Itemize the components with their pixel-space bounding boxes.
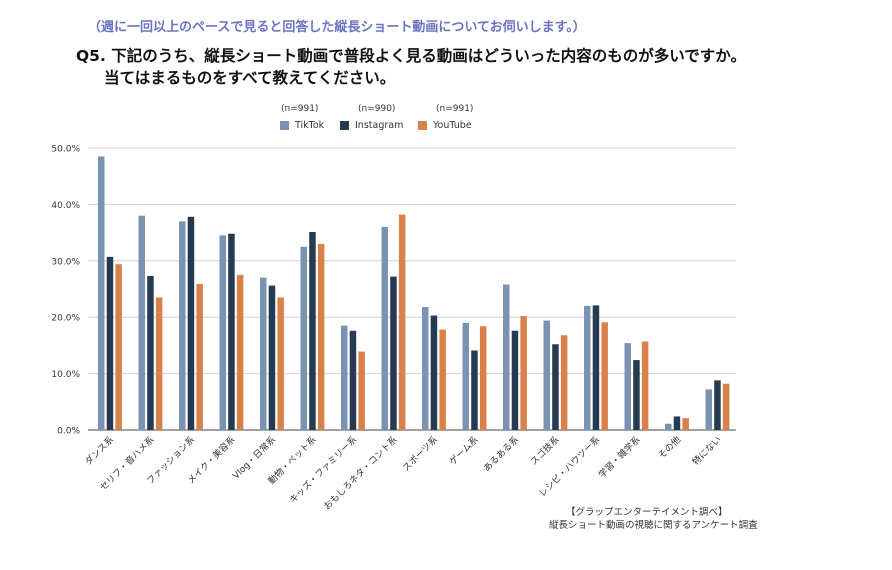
- bar-tiktok-2: [179, 221, 186, 430]
- bar-tiktok-0: [98, 156, 105, 430]
- bar-youtube-11: [560, 335, 568, 430]
- legend-n-instagram: (n=990): [358, 104, 396, 114]
- bar-instagram-3: [228, 233, 235, 430]
- bar-tiktok-15: [705, 389, 712, 430]
- bar-instagram-6: [349, 330, 357, 430]
- bar-youtube-4: [277, 297, 284, 430]
- category-label: 学習・雑学系: [596, 434, 643, 481]
- bar-instagram-11: [552, 344, 559, 430]
- bar-instagram-2: [187, 216, 195, 430]
- bar-instagram-4: [268, 285, 276, 430]
- bar-youtube-5: [317, 243, 325, 430]
- bar-tiktok-13: [624, 343, 631, 430]
- bar-youtube-7: [398, 214, 406, 430]
- bar-instagram-10: [511, 330, 519, 430]
- y-tick-label: 50.0%: [51, 145, 80, 155]
- category-label: ゲーム系: [447, 434, 481, 468]
- y-tick-label: 10.0%: [51, 370, 80, 380]
- legend-swatch-tiktok: [280, 121, 289, 130]
- legend-n-tiktok: (n=991): [281, 104, 319, 114]
- legend-item-instagram: Instagram: [340, 120, 403, 131]
- bar-youtube-10: [520, 316, 527, 430]
- question-title: Q5. 下記のうち、縦長ショート動画で普段よく見る動画はどういった内容のものが多…: [76, 47, 746, 65]
- bar-tiktok-5: [300, 246, 307, 430]
- bar-youtube-12: [601, 322, 608, 430]
- legend-label-tiktok: TikTok: [295, 120, 325, 131]
- category-label: スゴ技系: [528, 434, 562, 468]
- category-label: おもしろネタ・コント系: [322, 434, 400, 512]
- bar-tiktok-14: [665, 423, 672, 430]
- bar-tiktok-1: [138, 215, 145, 430]
- bar-instagram-13: [633, 360, 640, 430]
- bar-tiktok-11: [543, 320, 550, 430]
- bar-youtube-0: [115, 264, 122, 430]
- bar-tiktok-3: [219, 235, 226, 430]
- bar-instagram-0: [106, 256, 114, 430]
- bar-instagram-9: [471, 350, 478, 430]
- bar-instagram-8: [430, 315, 438, 430]
- bar-tiktok-6: [341, 325, 348, 430]
- category-label: あるある系: [481, 434, 521, 474]
- legend-swatch-instagram: [340, 121, 349, 130]
- source-credit: 【グラップエンターテイメント調べ】: [566, 507, 728, 518]
- bar-instagram-12: [592, 305, 600, 430]
- legend-label-instagram: Instagram: [355, 120, 404, 131]
- bar-instagram-1: [147, 276, 154, 430]
- bar-instagram-15: [714, 380, 721, 430]
- bar-tiktok-8: [422, 307, 429, 430]
- bar-youtube-1: [155, 297, 163, 430]
- legend-swatch-youtube: [418, 121, 427, 130]
- bar-youtube-6: [358, 351, 365, 430]
- bar-instagram-5: [309, 232, 316, 430]
- bar-youtube-3: [236, 274, 244, 430]
- y-tick-label: 0.0%: [57, 427, 80, 437]
- category-label: 特にない: [690, 434, 724, 468]
- category-label: キッズ・ファミリー系: [287, 434, 359, 506]
- bar-tiktok-4: [260, 277, 267, 430]
- bar-instagram-7: [390, 276, 397, 430]
- bar-tiktok-12: [584, 305, 591, 430]
- category-label: その他: [655, 434, 683, 462]
- category-label: スポーツ系: [401, 434, 440, 473]
- bar-youtube-15: [722, 383, 730, 430]
- legend-label-youtube: YouTube: [433, 120, 472, 131]
- category-label: ダンス系: [82, 434, 116, 468]
- legend-item-tiktok: TikTok: [280, 120, 324, 131]
- bar-youtube-9: [479, 326, 487, 430]
- survey-note: （週に一回以上のペースで見ると回答した縦長ショート動画についてお伺いします。）: [88, 20, 586, 35]
- bar-tiktok-10: [503, 284, 510, 430]
- bar-instagram-14: [673, 416, 681, 430]
- legend-item-youtube: YouTube: [418, 120, 472, 131]
- bar-youtube-14: [682, 418, 689, 430]
- y-tick-label: 20.0%: [51, 314, 80, 324]
- bar-youtube-2: [196, 283, 203, 430]
- bar-tiktok-7: [381, 226, 388, 430]
- bar-youtube-13: [641, 341, 649, 430]
- y-tick-label: 30.0%: [51, 257, 80, 267]
- source-survey: 縦長ショート動画の視聴に関するアンケート調査: [549, 520, 758, 531]
- y-tick-label: 40.0%: [51, 201, 80, 211]
- bar-tiktok-9: [462, 322, 469, 430]
- bar-youtube-8: [439, 329, 446, 430]
- question-subtitle: 当てはまるものをすべて教えてください。: [104, 69, 396, 87]
- legend-n-youtube: (n=991): [436, 104, 474, 114]
